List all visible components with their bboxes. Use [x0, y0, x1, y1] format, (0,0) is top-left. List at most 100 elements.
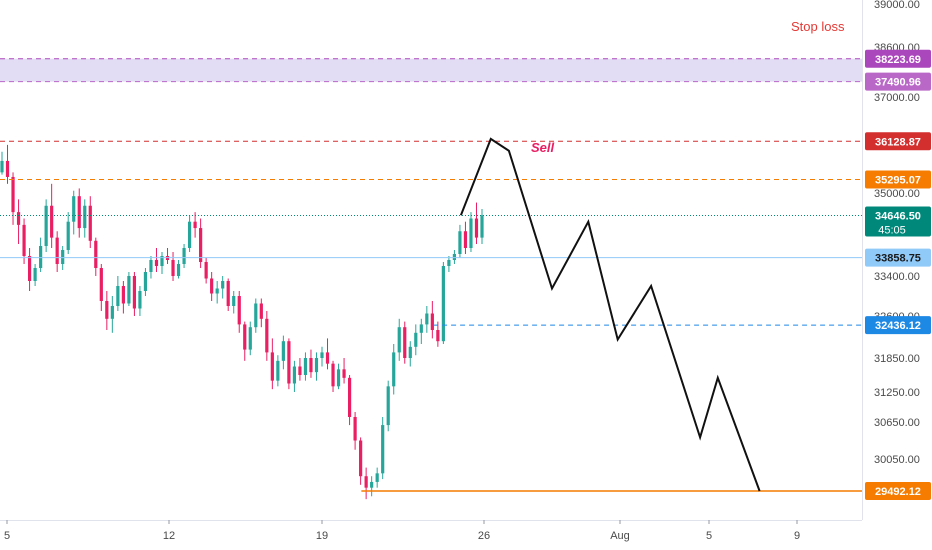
candle-body: [66, 221, 70, 250]
candle-body: [204, 262, 208, 279]
candle-body: [143, 272, 148, 291]
candle-body: [248, 327, 252, 350]
candle-body: [44, 205, 48, 246]
candle-body: [232, 296, 236, 306]
candle-body: [353, 417, 357, 441]
candle-body: [381, 425, 385, 474]
candle-body: [452, 254, 457, 260]
candle-body: [331, 363, 335, 387]
candle-body: [276, 360, 280, 381]
candle-body: [154, 260, 159, 266]
candle-body: [314, 358, 319, 373]
candle-body: [221, 281, 225, 289]
candle-body: [425, 313, 429, 325]
candle-body: [370, 481, 374, 488]
candle-body: [392, 352, 396, 387]
candle-body: [414, 332, 418, 347]
candle-body: [309, 358, 313, 373]
candle-body: [375, 473, 379, 482]
x-tick-label: 5: [4, 530, 10, 542]
x-tick-label: 26: [478, 530, 490, 542]
price-tag[interactable]: [865, 49, 931, 68]
candle-body: [287, 341, 291, 384]
price-tag-label: 29492.12: [875, 486, 921, 498]
price-tag-label: 38223.69: [875, 54, 921, 66]
candle-body: [281, 341, 285, 361]
y-tick-label: 35000.00: [874, 188, 920, 200]
y-tick-label: 30050.00: [874, 454, 920, 466]
candle-body: [320, 352, 324, 358]
candle-body: [403, 327, 407, 358]
candle-body: [386, 386, 390, 426]
x-tick-label: 5: [706, 530, 712, 542]
candle-body: [127, 276, 131, 304]
candle-body: [193, 221, 197, 229]
candle-body: [430, 313, 434, 330]
candle-body: [16, 212, 21, 225]
candle-body: [39, 246, 43, 268]
candle-body: [342, 369, 346, 378]
price-tag-label: 35295.07: [875, 174, 921, 186]
candle-body: [336, 369, 341, 387]
candle-body: [61, 250, 65, 264]
x-tick-label: Aug: [610, 530, 630, 542]
candle-body: [110, 306, 114, 319]
price-tag[interactable]: [865, 72, 931, 91]
projection-path: [459, 137, 761, 492]
y-tick-label: 30650.00: [874, 417, 920, 429]
candle-body: [303, 358, 308, 375]
stop-loss-zone: [0, 58, 862, 82]
y-tick-label: 33400.00: [874, 271, 920, 283]
candle-body: [121, 286, 125, 304]
candle-body: [138, 291, 142, 309]
candle-body: [243, 324, 247, 350]
price-tag-label: 37490.96: [875, 77, 921, 89]
candle-body: [176, 264, 181, 276]
candle-body: [83, 205, 87, 229]
candle-body: [259, 303, 263, 319]
sell-label: Sell: [531, 140, 555, 155]
price-tag[interactable]: [865, 170, 931, 189]
y-tick-label: 31850.00: [874, 353, 920, 365]
candle-body: [447, 260, 451, 266]
candle-body: [5, 160, 10, 177]
candle-body: [0, 160, 4, 173]
candle-body: [160, 256, 164, 266]
stop-loss-label: Stop loss: [791, 19, 845, 34]
y-tick-label: 39000.00: [874, 0, 920, 11]
candle-body: [210, 278, 214, 294]
candle-body: [88, 205, 92, 241]
y-tick-label: 37000.00: [874, 92, 920, 104]
candle-body: [237, 296, 241, 325]
candle-body: [99, 268, 103, 301]
price-tag[interactable]: [865, 248, 931, 267]
candle-body: [480, 215, 484, 238]
candle-body: [27, 256, 32, 281]
candle-body: [254, 303, 258, 328]
candle-body: [105, 301, 109, 319]
price-tag[interactable]: [865, 206, 931, 237]
candle-body: [11, 176, 15, 213]
y-tick-label: 31250.00: [874, 387, 920, 399]
candle-body: [149, 260, 153, 272]
candle-body: [55, 237, 59, 264]
candle-body: [187, 221, 192, 248]
candle-body: [72, 196, 76, 222]
price-tag[interactable]: [865, 482, 931, 500]
price-tag-label: 33858.75: [875, 253, 921, 265]
price-tag-label: 36128.87: [875, 136, 921, 148]
price-tag[interactable]: [865, 132, 931, 151]
candle-body: [359, 440, 363, 477]
candle-body: [441, 266, 445, 342]
x-tick-label: 12: [163, 530, 175, 542]
candle-body: [364, 476, 368, 488]
price-tag[interactable]: [865, 316, 931, 335]
candle-body: [182, 248, 186, 264]
candle-body: [94, 240, 98, 268]
candle-body: [347, 377, 352, 417]
candle-body: [33, 268, 37, 281]
candle-body: [436, 330, 440, 342]
candle-body: [199, 228, 203, 262]
candle-body: [463, 231, 468, 248]
